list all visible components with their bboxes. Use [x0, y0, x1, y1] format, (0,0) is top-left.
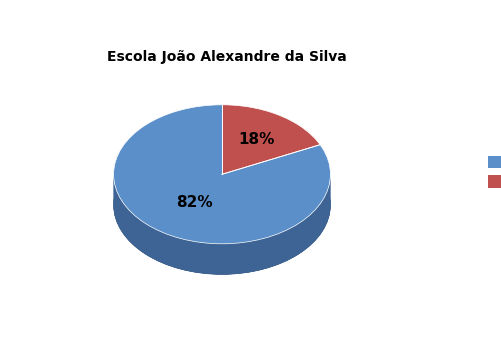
Text: 18%: 18%	[238, 132, 275, 146]
Text: Escola João Alexandre da Silva: Escola João Alexandre da Silva	[107, 50, 347, 64]
Legend: Sim, Não: Sim, Não	[483, 151, 501, 194]
Polygon shape	[114, 174, 331, 274]
Ellipse shape	[114, 136, 331, 274]
Polygon shape	[114, 174, 331, 274]
Text: 82%: 82%	[176, 195, 212, 210]
Polygon shape	[114, 105, 331, 244]
Polygon shape	[222, 105, 320, 174]
